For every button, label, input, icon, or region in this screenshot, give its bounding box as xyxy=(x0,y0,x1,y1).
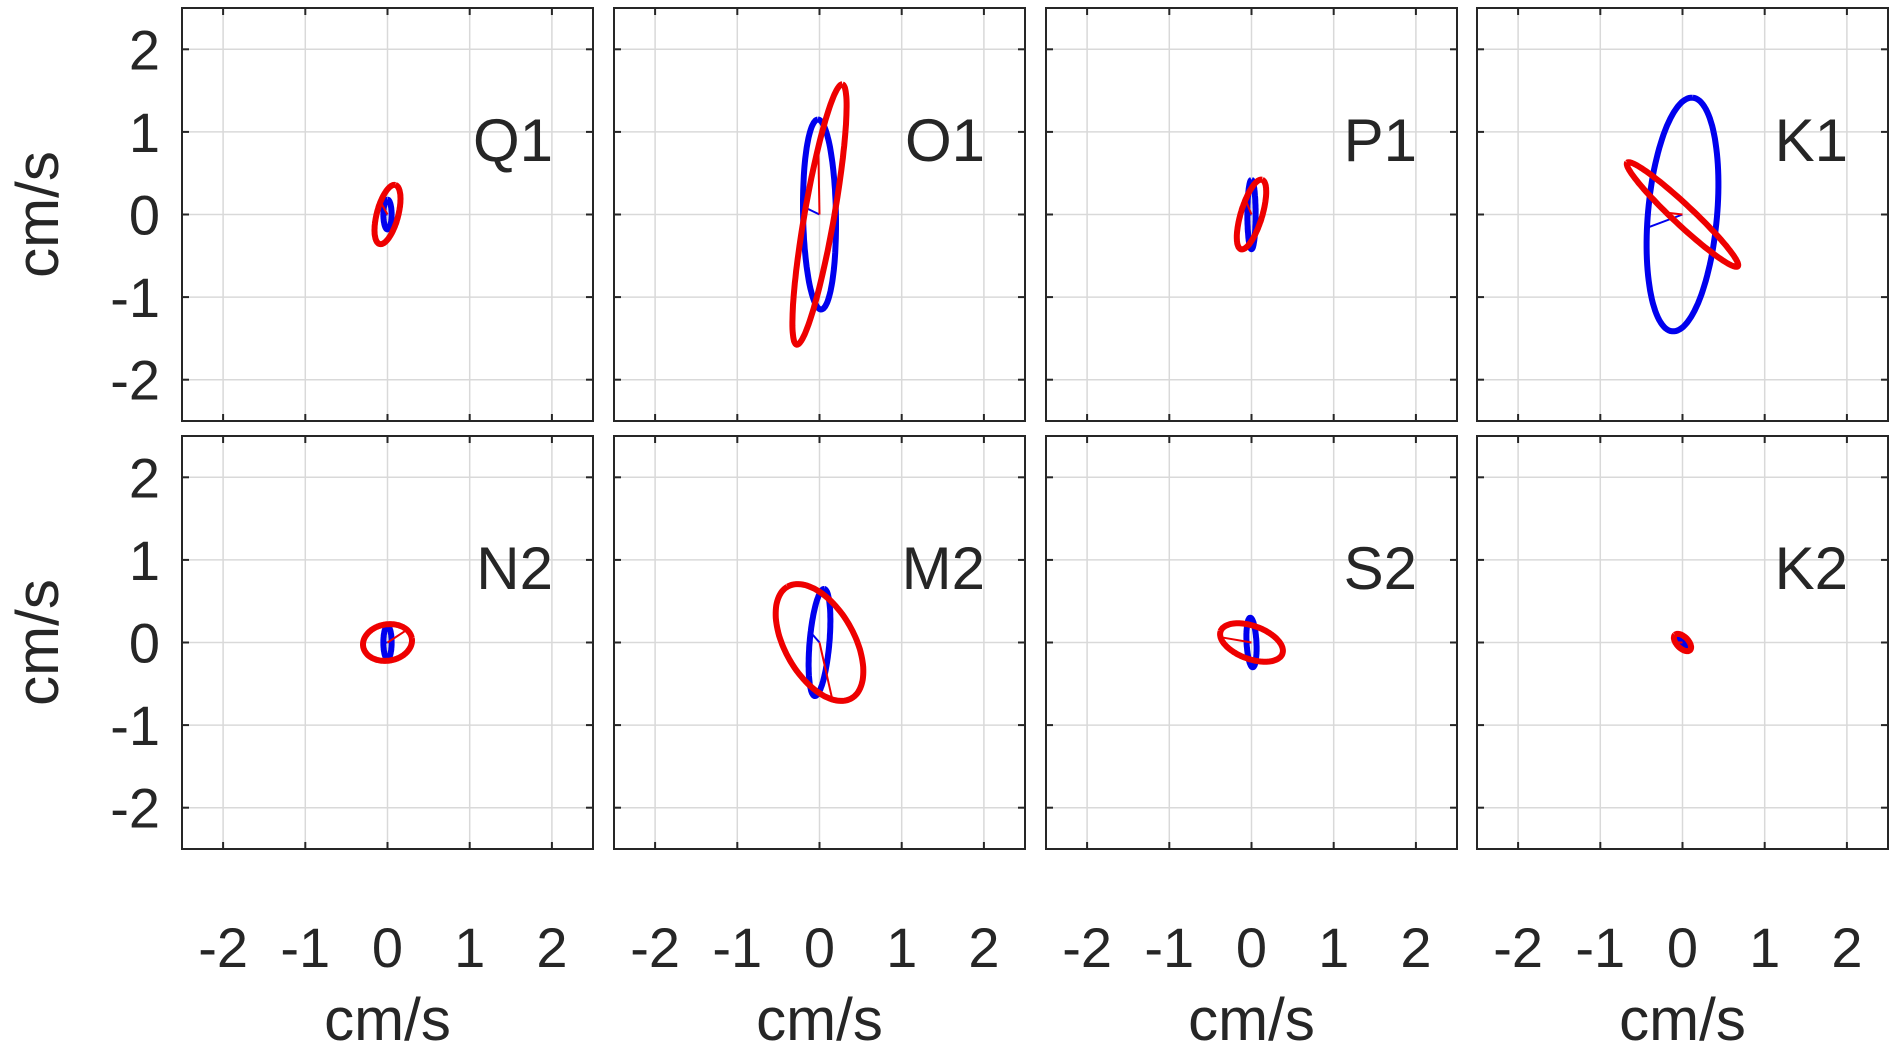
x-axis-label: cm/s xyxy=(1619,986,1746,1052)
y-tick-label: -1 xyxy=(110,694,160,757)
red-ellipse-q1 xyxy=(371,181,404,248)
x-tick-label: 0 xyxy=(1236,916,1267,979)
red-phase-line-k1 xyxy=(1666,211,1683,216)
panel-frame xyxy=(1476,7,1889,422)
blue-phase-line-k1 xyxy=(1646,213,1683,229)
panel-frame xyxy=(613,435,1026,850)
panel-frame xyxy=(1045,7,1458,422)
blue-ellipse-m2 xyxy=(805,586,834,699)
y-axis-label: cm/s xyxy=(4,151,71,278)
y-tick-label: 2 xyxy=(129,18,160,81)
red-phase-line-q1 xyxy=(379,201,389,215)
panel-q1: Q1 xyxy=(181,7,594,422)
blue-ellipse-k1 xyxy=(1643,94,1722,335)
red-ellipse-p1 xyxy=(1233,176,1270,253)
panel-k2: K2 xyxy=(1476,435,1889,850)
y-tick-label: 0 xyxy=(129,184,160,247)
x-axis-label: cm/s xyxy=(756,986,883,1052)
y-tick-label: 1 xyxy=(129,101,160,164)
x-tick-label: -1 xyxy=(280,916,330,979)
y-tick-label: -1 xyxy=(110,266,160,329)
blue-phase-line-m2 xyxy=(809,631,821,644)
x-tick-label: 1 xyxy=(1749,916,1780,979)
x-tick-label: -1 xyxy=(1144,916,1194,979)
blue-ellipse-o1 xyxy=(800,116,839,313)
blue-ellipse-s2 xyxy=(1243,614,1260,671)
y-axis-label: cm/s xyxy=(4,579,71,706)
y-tick-label: 1 xyxy=(129,529,160,592)
x-tick-label: -1 xyxy=(1575,916,1625,979)
panel-n2: N2 xyxy=(181,435,594,850)
panel-label: K1 xyxy=(1775,107,1848,174)
x-tick-label: 1 xyxy=(454,916,485,979)
red-ellipse-n2 xyxy=(360,621,415,664)
y-tick-label: 2 xyxy=(129,446,160,509)
x-tick-label: 0 xyxy=(1667,916,1698,979)
x-tick-label: 2 xyxy=(968,916,999,979)
x-tick-label: 0 xyxy=(804,916,835,979)
x-tick-label: 1 xyxy=(1318,916,1349,979)
red-ellipse-k1 xyxy=(1623,159,1742,270)
red-ellipse-s2 xyxy=(1217,620,1286,665)
red-phase-line-s2 xyxy=(1220,636,1252,644)
y-tick-label: -2 xyxy=(110,349,160,412)
panel-p1: P1 xyxy=(1045,7,1458,422)
y-tick-label: -2 xyxy=(110,777,160,840)
panel-label: S2 xyxy=(1344,535,1417,602)
panel-frame xyxy=(1476,435,1889,850)
panel-label: O1 xyxy=(905,107,985,174)
red-phase-line-o1 xyxy=(817,147,821,215)
panel-label: Q1 xyxy=(473,107,553,174)
x-tick-label: -2 xyxy=(198,916,248,979)
x-tick-label: 2 xyxy=(1831,916,1862,979)
panel-label: P1 xyxy=(1344,107,1417,174)
x-axis-label: cm/s xyxy=(324,986,451,1052)
panel-o1: O1 xyxy=(613,7,1026,422)
panel-frame xyxy=(613,7,1026,422)
red-ellipse-m2 xyxy=(772,581,867,704)
red-phase-line-m2 xyxy=(818,642,834,700)
red-phase-line-p1 xyxy=(1244,199,1253,215)
panel-k1: K1 xyxy=(1476,7,1889,422)
x-tick-label: -2 xyxy=(1062,916,1112,979)
y-tick-label: 0 xyxy=(129,612,160,675)
x-axis-label: cm/s xyxy=(1188,986,1315,1052)
panel-frame xyxy=(1045,435,1458,850)
panel-m2: M2 xyxy=(613,435,1026,850)
x-tick-label: 1 xyxy=(886,916,917,979)
x-tick-label: 0 xyxy=(372,916,403,979)
panel-label: K2 xyxy=(1775,535,1848,602)
x-tick-label: 2 xyxy=(536,916,567,979)
x-tick-label: 2 xyxy=(1400,916,1431,979)
red-phase-line-n2 xyxy=(386,628,408,644)
panel-s2: S2 xyxy=(1045,435,1458,850)
panel-label: N2 xyxy=(476,535,553,602)
x-tick-label: -1 xyxy=(712,916,762,979)
panel-frame xyxy=(181,435,594,850)
panel-frame xyxy=(181,7,594,422)
panel-label: M2 xyxy=(902,535,985,602)
x-tick-label: -2 xyxy=(630,916,680,979)
x-tick-label: -2 xyxy=(1493,916,1543,979)
